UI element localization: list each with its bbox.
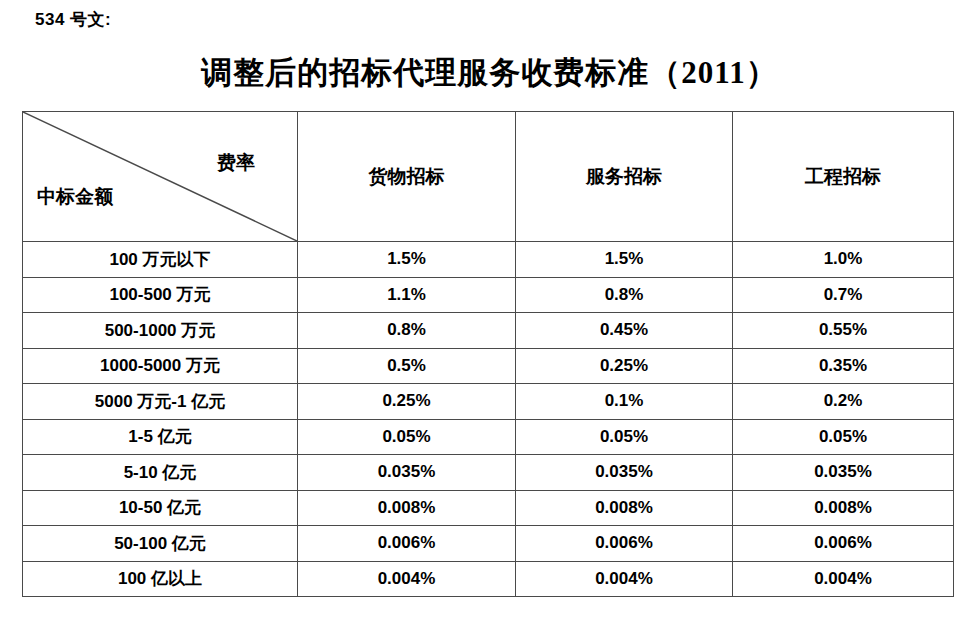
rate-cell: 0.004%	[298, 561, 516, 597]
rate-cell: 0.5%	[298, 348, 516, 384]
rate-cell: 1.5%	[298, 242, 516, 278]
amount-cell: 100-500 万元	[23, 277, 298, 313]
rate-cell: 0.25%	[516, 348, 733, 384]
amount-cell: 50-100 亿元	[23, 526, 298, 562]
rate-cell: 0.05%	[298, 419, 516, 455]
amount-cell: 5000 万元-1 亿元	[23, 384, 298, 420]
rate-cell: 0.35%	[733, 348, 954, 384]
table-row: 500-1000 万元 0.8% 0.45% 0.55%	[23, 313, 954, 349]
table-header-row: 费率 中标金额 货物招标 服务招标 工程招标	[23, 112, 954, 242]
amount-cell: 500-1000 万元	[23, 313, 298, 349]
column-header-service: 服务招标	[516, 112, 733, 242]
table-row: 100 万元以下 1.5% 1.5% 1.0%	[23, 242, 954, 278]
corner-label-rate: 费率	[217, 150, 255, 176]
doc-number-label: 534 号文:	[35, 8, 111, 31]
table-row: 50-100 亿元 0.006% 0.006% 0.006%	[23, 526, 954, 562]
rate-cell: 0.45%	[516, 313, 733, 349]
table-row: 100-500 万元 1.1% 0.8% 0.7%	[23, 277, 954, 313]
rate-cell: 0.008%	[298, 490, 516, 526]
amount-cell: 1-5 亿元	[23, 419, 298, 455]
document-page: { "page": { "doc_label": "534 号文:", "tit…	[0, 0, 979, 629]
rate-cell: 1.1%	[298, 277, 516, 313]
rate-cell: 0.8%	[298, 313, 516, 349]
rate-cell: 0.25%	[298, 384, 516, 420]
rate-cell: 0.006%	[298, 526, 516, 562]
rate-cell: 0.008%	[516, 490, 733, 526]
rate-cell: 0.035%	[298, 455, 516, 491]
amount-cell: 100 亿以上	[23, 561, 298, 597]
rate-cell: 1.0%	[733, 242, 954, 278]
column-header-engineering: 工程招标	[733, 112, 954, 242]
rate-cell: 0.05%	[733, 419, 954, 455]
corner-label-amount: 中标金额	[37, 184, 113, 210]
rate-cell: 0.004%	[516, 561, 733, 597]
table-row: 100 亿以上 0.004% 0.004% 0.004%	[23, 561, 954, 597]
fee-rate-table: 费率 中标金额 货物招标 服务招标 工程招标 100 万元以下 1.5% 1.5…	[22, 111, 954, 597]
corner-header-cell: 费率 中标金额	[23, 112, 298, 242]
table-row: 1-5 亿元 0.05% 0.05% 0.05%	[23, 419, 954, 455]
rate-cell: 0.8%	[516, 277, 733, 313]
table-row: 1000-5000 万元 0.5% 0.25% 0.35%	[23, 348, 954, 384]
table-row: 5000 万元-1 亿元 0.25% 0.1% 0.2%	[23, 384, 954, 420]
rate-cell: 0.2%	[733, 384, 954, 420]
rate-cell: 0.006%	[733, 526, 954, 562]
rate-cell: 1.5%	[516, 242, 733, 278]
rate-cell: 0.006%	[516, 526, 733, 562]
rate-cell: 0.55%	[733, 313, 954, 349]
amount-cell: 100 万元以下	[23, 242, 298, 278]
page-title: 调整后的招标代理服务收费标准（2011）	[0, 52, 979, 94]
amount-cell: 1000-5000 万元	[23, 348, 298, 384]
rate-cell: 0.004%	[733, 561, 954, 597]
column-header-goods: 货物招标	[298, 112, 516, 242]
rate-cell: 0.035%	[516, 455, 733, 491]
rate-cell: 0.1%	[516, 384, 733, 420]
amount-cell: 5-10 亿元	[23, 455, 298, 491]
diagonal-divider-line	[23, 112, 297, 241]
rate-cell: 0.008%	[733, 490, 954, 526]
rate-cell: 0.05%	[516, 419, 733, 455]
rate-cell: 0.7%	[733, 277, 954, 313]
amount-cell: 10-50 亿元	[23, 490, 298, 526]
table-row: 5-10 亿元 0.035% 0.035% 0.035%	[23, 455, 954, 491]
table-row: 10-50 亿元 0.008% 0.008% 0.008%	[23, 490, 954, 526]
rate-cell: 0.035%	[733, 455, 954, 491]
